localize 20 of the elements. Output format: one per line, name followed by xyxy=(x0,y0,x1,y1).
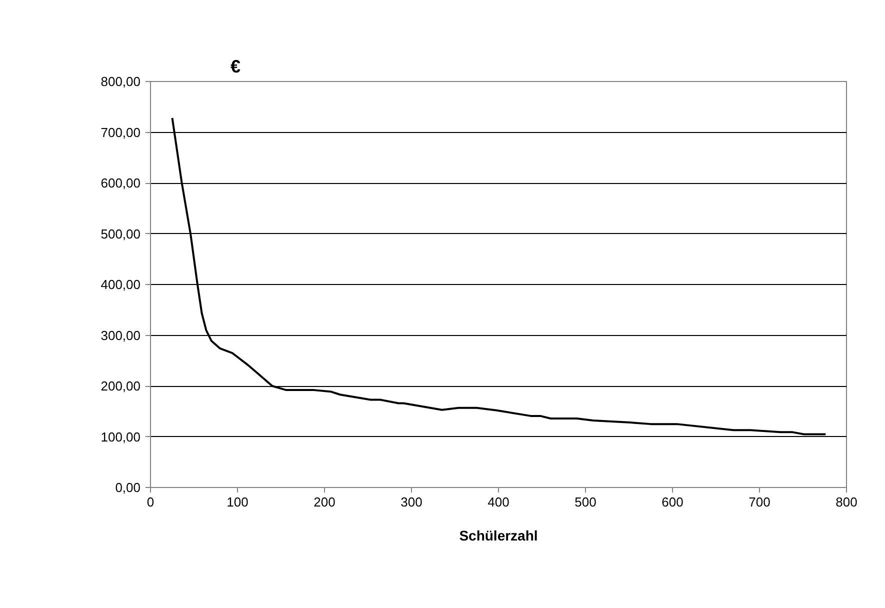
x-tick-label: 0 xyxy=(146,494,154,510)
x-tick-label: 400 xyxy=(488,494,510,510)
x-tick-label: 600 xyxy=(662,494,684,510)
x-tick-label: 100 xyxy=(226,494,248,510)
x-tick-label: 500 xyxy=(574,494,596,510)
y-tick-label: 400,00 xyxy=(100,277,141,292)
x-tick-label: 200 xyxy=(314,494,336,510)
x-tick-label: 300 xyxy=(400,494,422,510)
y-tick-label: 300,00 xyxy=(100,328,141,343)
y-tick-label: 800,00 xyxy=(100,74,141,89)
x-axis-title: Schülerzahl xyxy=(459,528,538,544)
y-tick-label: 500,00 xyxy=(100,226,141,242)
y-axis-title: € xyxy=(230,56,241,76)
y-tick-label: 200,00 xyxy=(100,378,141,394)
y-tick-label: 600,00 xyxy=(100,176,141,190)
y-tick-label: 100,00 xyxy=(100,429,141,444)
y-tick-label: 0,00 xyxy=(115,480,141,495)
x-tick-label: 800 xyxy=(836,494,858,510)
y-tick-label: 700,00 xyxy=(100,124,141,140)
x-tick-label: 700 xyxy=(748,494,770,510)
